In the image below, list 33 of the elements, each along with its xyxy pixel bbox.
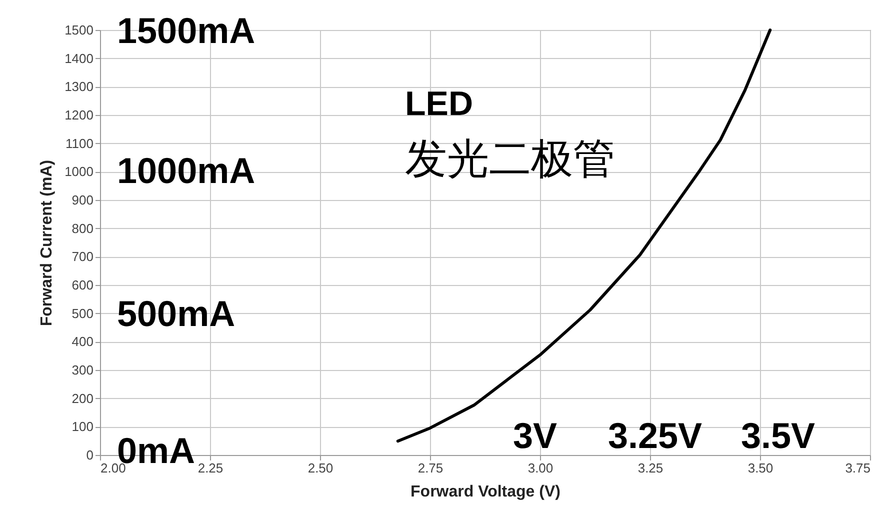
y-tick-label: 1400 xyxy=(64,50,94,66)
y-tick-label: 400 xyxy=(72,334,94,350)
y-tick-label: 600 xyxy=(72,278,94,292)
y-tick-label: 1000 xyxy=(64,164,94,180)
x-tick-label: 3.25 xyxy=(638,460,664,476)
y-tick-label: 1100 xyxy=(66,136,94,151)
y-tick-label: 500 xyxy=(72,306,94,321)
annotation: LED xyxy=(405,85,473,123)
y-tick-label: 300 xyxy=(72,362,94,378)
y-axis-title: Forward Current (mA) xyxy=(38,160,56,326)
annotation: 1500mA xyxy=(117,10,256,51)
x-tick-label: 2.50 xyxy=(308,460,334,476)
y-tick-label: 100 xyxy=(72,419,94,434)
annotation: 发光二极管 xyxy=(405,135,615,182)
x-tick-label: 3.00 xyxy=(528,460,554,476)
x-tick-label: 3.50 xyxy=(748,460,774,476)
y-tick-label: 1300 xyxy=(64,79,94,94)
y-tick-label: 800 xyxy=(72,220,94,236)
x-tick-label: 2.25 xyxy=(198,460,224,476)
annotation: 3V xyxy=(512,415,558,456)
annotation: 3.5V xyxy=(740,415,816,456)
x-axis-title: Forward Voltage (V) xyxy=(410,484,560,500)
x-tick-label: 2.75 xyxy=(418,460,444,476)
y-tick-label: 1500 xyxy=(64,22,94,38)
annotation: 1000mA xyxy=(117,150,256,191)
y-tick-label: 700 xyxy=(72,249,94,264)
annotation: 3.25V xyxy=(608,415,702,456)
y-tick-label: 1200 xyxy=(64,108,94,122)
y-tick-label: 200 xyxy=(72,390,94,406)
annotation: 500mA xyxy=(117,293,236,334)
x-tick-label: 3.75 xyxy=(845,460,870,476)
y-tick-label: 900 xyxy=(72,192,94,208)
y-tick-label: 0 xyxy=(86,448,94,462)
